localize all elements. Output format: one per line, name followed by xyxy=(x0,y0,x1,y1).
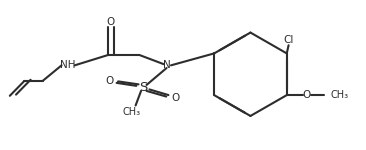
Text: O: O xyxy=(106,16,114,27)
Text: S: S xyxy=(139,81,147,94)
Text: CH₃: CH₃ xyxy=(123,107,141,117)
Text: O: O xyxy=(172,93,180,103)
Text: O: O xyxy=(105,76,113,86)
Text: N: N xyxy=(163,60,171,70)
Text: NH: NH xyxy=(60,60,76,70)
Text: Cl: Cl xyxy=(283,35,294,45)
Text: CH₃: CH₃ xyxy=(330,90,349,100)
Text: O: O xyxy=(303,90,311,100)
